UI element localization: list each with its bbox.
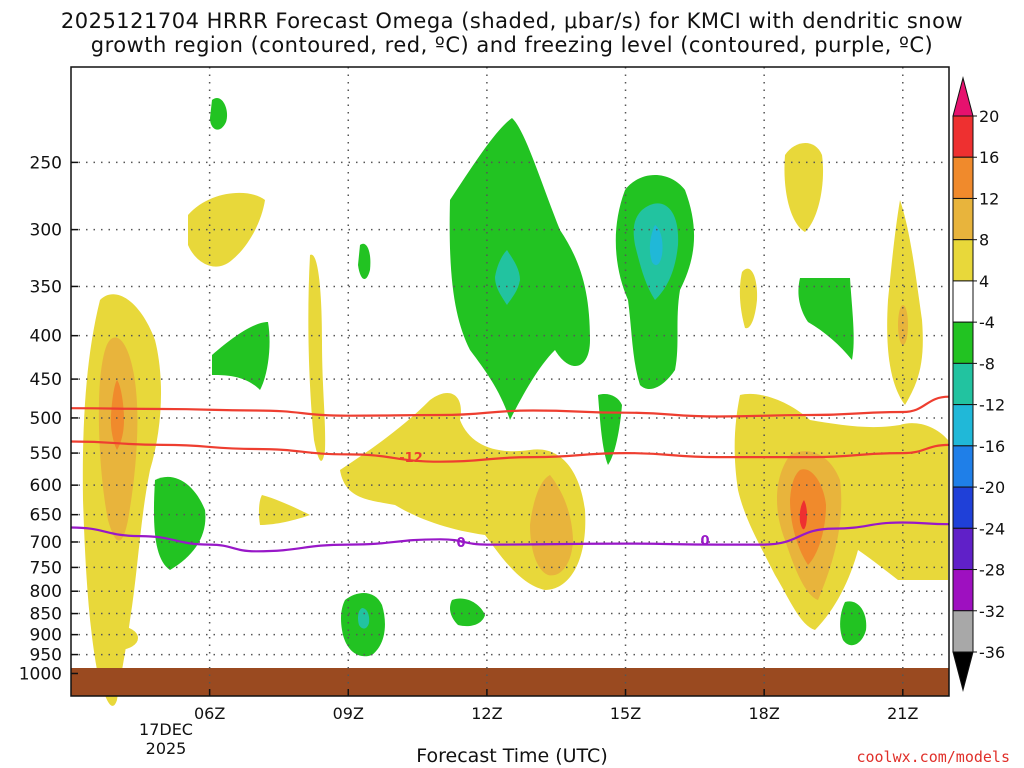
- omega-negative-20z: [798, 278, 854, 360]
- x-axis-title: Forecast Time (UTC): [416, 745, 608, 767]
- omega-positive-19z-inner: [790, 469, 826, 565]
- y-tick-label: 600: [30, 476, 62, 496]
- colorbar-cell: [952, 239, 974, 282]
- omega-positive-14z-core: [530, 475, 573, 576]
- contour-label-frz-1: 0: [456, 536, 465, 551]
- colorbar-label: 16: [979, 148, 999, 167]
- colorbar: 20 16 12 8 4 -4 -8 -12 -16 -20 -24 -28 -32 -36: [952, 76, 1005, 692]
- colorbar-cell: [952, 156, 974, 199]
- omega-negative-6z-low: [153, 476, 206, 570]
- omega-negative-7z-top: [210, 98, 228, 130]
- y-tick-label: 550: [30, 444, 62, 464]
- colorbar-cell: [952, 362, 974, 406]
- x-date-label-year: 2025: [146, 739, 187, 758]
- colorbar-label: 8: [979, 231, 989, 250]
- colorbar-label: -32: [979, 602, 1005, 621]
- colorbar-cell: [952, 404, 974, 447]
- contour-label-dgz: -12: [399, 451, 423, 466]
- x-tick-label: 06Z: [194, 704, 225, 723]
- omega-positive-19z-max: [799, 500, 808, 530]
- colorbar-label: -24: [979, 519, 1005, 538]
- colorbar-cell: [952, 321, 974, 364]
- colorbar-cell: [952, 569, 974, 612]
- omega-positive-7z: [188, 192, 265, 267]
- omega-negative-7z-mid: [212, 322, 270, 390]
- omega-positive-21z: [887, 200, 923, 405]
- omega-negative-16z-max: [649, 225, 663, 266]
- y-tick-label: 450: [30, 370, 62, 390]
- colorbar-label: 12: [979, 189, 999, 208]
- colorbar-label: -36: [979, 643, 1005, 662]
- y-tick-label: 250: [30, 153, 62, 173]
- colorbar-label: -20: [979, 478, 1005, 497]
- colorbar-label: -16: [979, 437, 1005, 456]
- colorbar-cell: [952, 445, 974, 488]
- colorbar-cap-bottom: [952, 651, 974, 692]
- ground-surface: [71, 668, 949, 696]
- y-tick-label: 900: [30, 626, 62, 646]
- y-axis: 2503003504004505005506006507007508008509…: [19, 153, 78, 684]
- y-tick-label: 350: [30, 277, 62, 297]
- y-tick-label: 400: [30, 327, 62, 347]
- colorbar-cell: [952, 610, 974, 653]
- colorbar-cell: [952, 197, 974, 241]
- colorbar-cell: [952, 527, 974, 571]
- omega-positive-9z: [308, 254, 326, 461]
- y-tick-label: 800: [30, 582, 62, 602]
- y-tick-label: 300: [30, 221, 62, 241]
- colorbar-cap-top: [952, 76, 974, 117]
- colorbar-cell: [952, 115, 974, 158]
- y-tick-label: 750: [30, 558, 62, 578]
- omega-negative-upper-13z: [449, 118, 590, 420]
- omega-negative-low-10z-core: [358, 608, 370, 629]
- y-tick-label: 850: [30, 605, 62, 625]
- colorbar-label: -12: [979, 396, 1005, 415]
- x-axis: 06Z 09Z 12Z 15Z 18Z 21Z: [194, 689, 918, 723]
- colorbar-label: -28: [979, 561, 1005, 580]
- omega-positive-8z: [258, 495, 310, 525]
- y-tick-label: 650: [30, 506, 62, 526]
- x-date-label-day: 17DEC: [139, 720, 193, 739]
- x-tick-label: 18Z: [748, 704, 779, 723]
- omega-positive-21z-core: [898, 305, 908, 345]
- x-tick-label: 21Z: [887, 704, 918, 723]
- colorbar-cell: [952, 486, 974, 529]
- x-tick-label: 12Z: [471, 704, 502, 723]
- x-tick-label: 09Z: [333, 704, 364, 723]
- omega-negative-upper-13z-core: [495, 250, 520, 305]
- chart-title-line1: 2025121704 HRRR Forecast Omega (shaded, …: [60, 9, 964, 33]
- colorbar-label: 20: [979, 107, 999, 126]
- omega-negative-12z-low: [450, 598, 485, 627]
- omega-positive-6z-max: [110, 380, 124, 450]
- y-tick-label: 500: [30, 409, 62, 429]
- x-tick-label: 15Z: [610, 704, 641, 723]
- contour-dgz-upper: [70, 395, 950, 418]
- omega-shading: [82, 98, 948, 706]
- colorbar-label: -4: [979, 313, 995, 332]
- contour-label-frz-2: 0: [700, 534, 709, 549]
- contour-freezing-level: [70, 521, 950, 553]
- contour-lines: [70, 395, 950, 553]
- y-tick-label: 700: [30, 533, 62, 553]
- y-tick-label: 950: [30, 646, 62, 666]
- contour-dgz-lower: [70, 440, 950, 463]
- omega-positive-6z-lower: [98, 626, 138, 650]
- omega-positive-17z: [739, 268, 758, 329]
- plot-frame: [70, 66, 950, 697]
- omega-negative-10z: [358, 243, 371, 280]
- chart-title-line2: growth region (contoured, red, ºC) and f…: [90, 33, 934, 57]
- credit-label: coolwx.com/models: [856, 748, 1010, 766]
- colorbar-cell: [952, 280, 974, 323]
- omega-positive-19z-upper: [784, 142, 824, 232]
- omega-positive-12z: [340, 392, 586, 590]
- y-tick-label: 1000: [19, 664, 62, 684]
- colorbar-label: 4: [979, 272, 989, 291]
- colorbar-label: -8: [979, 354, 995, 373]
